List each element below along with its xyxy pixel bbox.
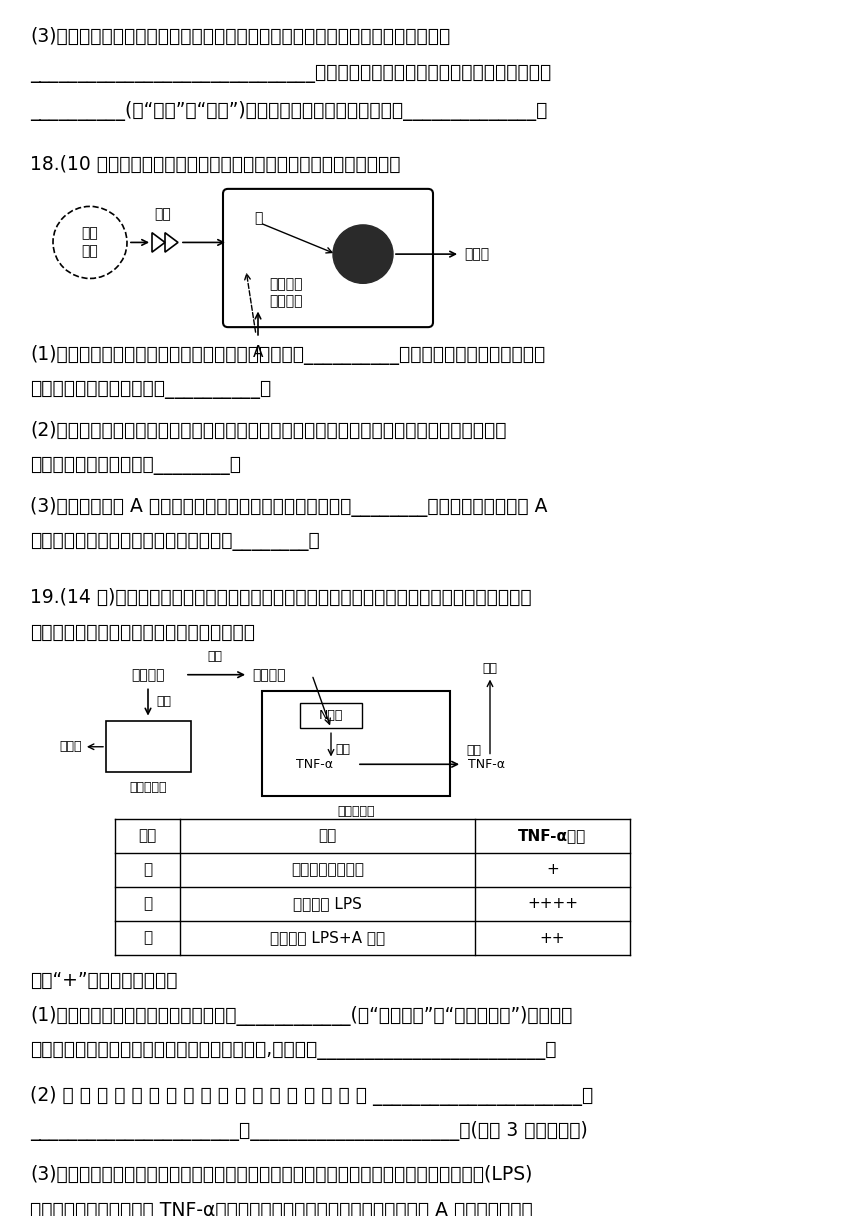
Text: 抑制: 抑制 [335, 743, 350, 756]
Text: 靶细胞: 靶细胞 [464, 247, 489, 261]
Text: ++++: ++++ [527, 896, 578, 912]
Text: 酶: 酶 [254, 212, 262, 225]
Text: 内分: 内分 [82, 226, 98, 241]
Text: (3)如果胰岛素与 A 结合，则酶激活的细胞代谢是促进肝糖原________。如果胰高血糖素与 A: (3)如果胰岛素与 A 结合，则酶激活的细胞代谢是促进肝糖原________。如… [30, 496, 548, 517]
Text: +: + [546, 862, 559, 878]
Text: 腹腔注射 LPS: 腹腔注射 LPS [293, 896, 362, 912]
Text: 胃腺、肠腺: 胃腺、肠腺 [130, 781, 167, 794]
Text: 细胞代谢: 细胞代谢 [269, 294, 303, 308]
Text: 可使大鼠出现炎症，检测 TNF-α浓度可评估炎症程度。据图分析，若丙组的 A 处理仅在肠巨噬: 可使大鼠出现炎症，检测 TNF-α浓度可评估炎症程度。据图分析，若丙组的 A 处… [30, 1200, 532, 1216]
Text: 释放: 释放 [207, 651, 223, 663]
Text: ++: ++ [540, 930, 565, 946]
Text: 肠巨噬细胞: 肠巨噬细胞 [337, 805, 375, 818]
Text: 炎症: 炎症 [482, 663, 497, 675]
Text: __________(填“兴奋”或“抑制”)，此时神经细胞膜外电位变化为______________。: __________(填“兴奋”或“抑制”)，此时神经细胞膜外电位变化为____… [30, 101, 547, 122]
Text: 迷走神经: 迷走神经 [132, 668, 165, 682]
Text: (2) 消 化 液 中 的 盐 酸 在 促 进 消 化 方 面 的 作 用 有 ______________________、: (2) 消 化 液 中 的 盐 酸 在 促 进 消 化 方 面 的 作 用 有 … [30, 1086, 593, 1105]
Text: 结合，则酶激活的细胞代谢是促进肝糖原________。: 结合，则酶激活的细胞代谢是促进肝糖原________。 [30, 531, 320, 551]
Text: 促进: 促进 [466, 744, 481, 758]
Bar [262, 691, 450, 796]
Text: 分组: 分组 [138, 828, 157, 844]
Text: (1)迷走神经中促进胃肠蠠动的神经属于____________(填“交感神经”或“副交感神经”)。交感神: (1)迷走神经中促进胃肠蠠动的神经属于____________(填“交感神经”或… [30, 1006, 573, 1026]
Text: 乙: 乙 [143, 896, 152, 912]
Text: (2)激素分泌后弥散在内环境中，但激素释放到内环境后仅作用于靶细胞，原因是只有靶细胞上: (2)激素分泌后弥散在内环境中，但激素释放到内环境后仅作用于靶细胞，原因是只有靶… [30, 421, 507, 440]
Text: 丙: 丙 [143, 930, 152, 946]
Text: (3)研究人员对图中抗炎过程进行了相关实验，实验分组及结果见表。通过腹腔注射脂多糖(LPS): (3)研究人员对图中抗炎过程进行了相关实验，实验分组及结果见表。通过腹腔注射脂多… [30, 1165, 532, 1184]
Text: TNF-α: TNF-α [468, 758, 505, 771]
Text: 18.(10 分）下图表示激素调节过程的示意图，请据图回答相关问题：: 18.(10 分）下图表示激素调节过程的示意图，请据图回答相关问题： [30, 154, 401, 174]
Text: 消化液: 消化液 [59, 741, 82, 753]
Text: 处理: 处理 [318, 828, 336, 844]
Text: 经和副交感神经对同一器官的作用通常是相反的,其意义是________________________。: 经和副交感神经对同一器官的作用通常是相反的,其意义是______________… [30, 1041, 556, 1060]
Text: 泌腺: 泌腺 [82, 244, 98, 258]
Bar [106, 721, 191, 772]
Text: 促进: 促进 [156, 696, 171, 709]
Text: 才有能够与激素相结合的________。: 才有能够与激素相结合的________。 [30, 456, 241, 474]
Text: 激素: 激素 [155, 207, 171, 221]
Text: TNF-α浓度: TNF-α浓度 [519, 828, 587, 844]
Text: A: A [253, 344, 263, 360]
Text: 可通过一系列过程产生抗炎效应，如图所示。: 可通过一系列过程产生抗炎效应，如图所示。 [30, 623, 255, 642]
Text: 分泌激素的内分泌腺细胞是__________。: 分泌激素的内分泌腺细胞是__________。 [30, 379, 271, 399]
Text: ______________________、______________________。(答出 3 种作用即可): ______________________、_________________… [30, 1121, 587, 1141]
Text: (1)如果激素是胰岛素，则分泌激素的内分泌腺细胞是__________；如果激素是胰高血糖素，则: (1)如果激素是胰岛素，则分泌激素的内分泌腺细胞是__________；如果激素… [30, 344, 545, 365]
Text: ______________________________；谷氨酸盐和神经元受体结合引起突触后神经元: ______________________________；谷氨酸盐和神经元受… [30, 64, 551, 83]
Text: 腹腔注射 LPS+A 处理: 腹腔注射 LPS+A 处理 [270, 930, 385, 946]
Circle shape [333, 225, 393, 283]
Text: TNF-α: TNF-α [296, 758, 333, 771]
Text: 酶激活的: 酶激活的 [269, 277, 303, 292]
Text: 腹腔注射生理盐水: 腹腔注射生理盐水 [291, 862, 364, 878]
Text: 甲: 甲 [143, 862, 152, 878]
Bar [300, 703, 362, 728]
Text: 19.(14 分)迷走神经是与脑干相连的脑神经，对胃肠的蠠动和消化腺的分泌活动起促进作用，还: 19.(14 分)迷走神经是与脑干相连的脑神经，对胃肠的蠠动和消化腺的分泌活动起… [30, 589, 531, 607]
Text: 乙酰胆碱: 乙酰胆碱 [252, 668, 286, 682]
Text: (3)酒精同神经元受体结合后引起神经元释放伽马氨基丁酸，伽马氨基丁酸的作用是: (3)酒精同神经元受体结合后引起神经元释放伽马氨基丁酸，伽马氨基丁酸的作用是 [30, 27, 451, 46]
Text: N受体: N受体 [319, 709, 343, 722]
Text: 注：“+”越多表示浓度越高: 注：“+”越多表示浓度越高 [30, 970, 177, 990]
